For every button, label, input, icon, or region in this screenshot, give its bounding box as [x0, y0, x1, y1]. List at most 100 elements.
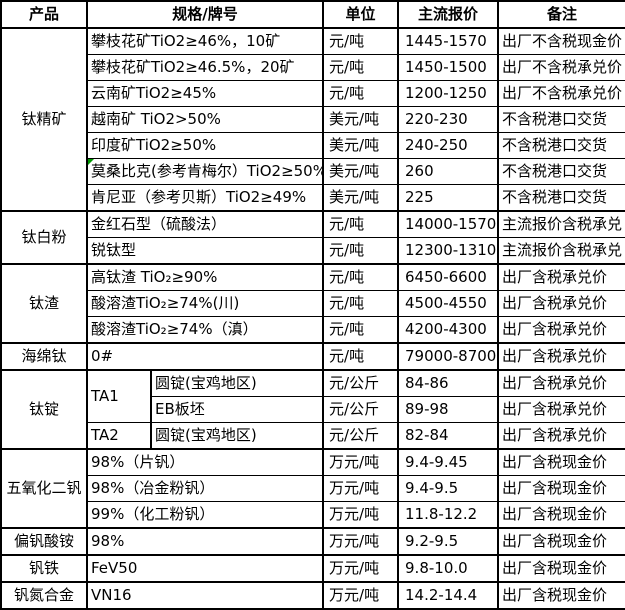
unit-cell[interactable]: 万元/吨 [322, 527, 400, 556]
spec-cell[interactable]: 金红石型（硫酸法） [85, 210, 325, 238]
spec-cell[interactable]: 越南矿 TiO2>50% [85, 106, 325, 133]
spec-cell[interactable]: 酸溶渣TiO₂≥74%(川) [85, 290, 325, 317]
product-cell-wuyanghuaerfan[interactable]: 五氧化二钒 [0, 448, 88, 529]
unit-cell[interactable]: 元/吨 [322, 263, 400, 291]
note-cell[interactable]: 出厂含税现金价 [497, 554, 625, 583]
note-cell[interactable]: 出厂含税现金价 [497, 527, 625, 556]
header-spec[interactable]: 规格/牌号 [85, 0, 325, 29]
note-cell[interactable]: 主流报价含税承兑 [497, 210, 625, 238]
note-cell[interactable]: 不含税港口交货 [497, 106, 625, 133]
spec-cell[interactable]: 印度矿TiO2≥50% [85, 132, 325, 159]
spec-cell[interactable]: 高钛渣 TiO₂≥90% [85, 263, 325, 291]
product-cell-taijingkuang[interactable]: 钛精矿 [0, 27, 88, 212]
note-cell[interactable]: 出厂含税承兑价 [497, 342, 625, 371]
price-cell[interactable]: 9.4-9.5 [397, 475, 500, 502]
unit-cell[interactable]: 万元/吨 [322, 581, 400, 610]
price-cell[interactable]: 220-230 [397, 106, 500, 133]
product-cell-taiding[interactable]: 钛锭 [0, 369, 88, 450]
note-cell[interactable]: 出厂含税现金价 [497, 475, 625, 502]
product-cell-taizha[interactable]: 钛渣 [0, 263, 88, 344]
note-cell[interactable]: 出厂含税承兑价 [497, 369, 625, 397]
spec-cell[interactable]: 98% [85, 527, 325, 556]
price-cell[interactable]: 89-98 [397, 396, 500, 423]
spec-cell[interactable]: 锐钛型 [85, 237, 325, 265]
note-cell[interactable]: 出厂含税现金价 [497, 581, 625, 610]
price-cell[interactable]: 14.2-14.4 [397, 581, 500, 610]
price-cell[interactable]: 9.8-10.0 [397, 554, 500, 583]
price-cell[interactable]: 11.8-12.2 [397, 501, 500, 529]
unit-cell[interactable]: 元/吨 [322, 27, 400, 55]
spec-cell[interactable]: 云南矿TiO2≥45% [85, 80, 325, 107]
note-cell[interactable]: 不含税港口交货 [497, 184, 625, 212]
price-cell[interactable]: 6450-6600 [397, 263, 500, 291]
product-cell-fandanhejin[interactable]: 钒氮合金 [0, 581, 88, 610]
note-cell[interactable]: 不含税港口交货 [497, 132, 625, 159]
price-cell[interactable]: 225 [397, 184, 500, 212]
unit-cell[interactable]: 美元/吨 [322, 184, 400, 212]
header-price[interactable]: 主流报价 [397, 0, 500, 29]
unit-cell[interactable]: 元/吨 [322, 54, 400, 81]
unit-cell[interactable]: 元/公斤 [322, 396, 400, 423]
note-cell[interactable]: 出厂含税现金价 [497, 448, 625, 476]
price-cell[interactable]: 9.2-9.5 [397, 527, 500, 556]
spec-cell[interactable]: 圆锭(宝鸡地区) [149, 422, 325, 450]
note-cell[interactable]: 出厂含税承兑价 [497, 263, 625, 291]
unit-cell[interactable]: 元/吨 [322, 237, 400, 265]
note-cell[interactable]: 出厂不含税承兑价 [497, 54, 625, 81]
spec-cell[interactable]: 99%（化工粉钒） [85, 501, 325, 529]
price-cell[interactable]: 14000-15700 [397, 210, 500, 238]
unit-cell[interactable]: 元/吨 [322, 290, 400, 317]
price-cell[interactable]: 1200-1250 [397, 80, 500, 107]
price-cell[interactable]: 240-250 [397, 132, 500, 159]
note-cell[interactable]: 出厂不含税现金价 [497, 27, 625, 55]
spec-cell[interactable]: 0# [85, 342, 325, 371]
price-cell[interactable]: 12300-13100 [397, 237, 500, 265]
unit-cell[interactable]: 万元/吨 [322, 448, 400, 476]
unit-cell[interactable]: 元/公斤 [322, 422, 400, 450]
spec-cell[interactable]: 酸溶渣TiO₂≥74%（滇） [85, 316, 325, 344]
note-cell[interactable]: 出厂不含税承兑价 [497, 80, 625, 107]
unit-cell[interactable]: 元/吨 [322, 316, 400, 344]
product-cell-taibaifen[interactable]: 钛白粉 [0, 210, 88, 265]
product-cell-pianfansuanan[interactable]: 偏钒酸铵 [0, 527, 88, 556]
unit-cell[interactable]: 元/吨 [322, 342, 400, 371]
price-cell[interactable]: 79000-87000 [397, 342, 500, 371]
unit-cell[interactable]: 元/吨 [322, 80, 400, 107]
unit-cell[interactable]: 元/吨 [322, 210, 400, 238]
spec-cell[interactable]: 98%（冶金粉钒） [85, 475, 325, 502]
grade-cell[interactable]: TA2 [86, 422, 152, 450]
header-note[interactable]: 备注 [497, 0, 625, 29]
spec-cell[interactable]: 攀枝花矿TiO2≥46%，10矿 [85, 27, 325, 55]
price-cell[interactable]: 260 [397, 158, 500, 185]
unit-cell[interactable]: 万元/吨 [322, 554, 400, 583]
spec-cell[interactable]: 98%（片钒） [85, 448, 325, 476]
spec-cell[interactable]: VN16 [85, 581, 325, 610]
price-cell[interactable]: 84-86 [397, 369, 500, 397]
note-cell[interactable]: 不含税港口交货 [497, 158, 625, 185]
unit-cell[interactable]: 万元/吨 [322, 475, 400, 502]
price-cell[interactable]: 4200-4300 [397, 316, 500, 344]
spec-cell[interactable]: 圆锭(宝鸡地区) [149, 369, 325, 397]
header-unit[interactable]: 单位 [322, 0, 400, 29]
unit-cell[interactable]: 美元/吨 [322, 106, 400, 133]
unit-cell[interactable]: 美元/吨 [322, 132, 400, 159]
spec-cell[interactable]: 莫桑比克(参考肯梅尔）TiO2≥50% [85, 158, 325, 185]
note-cell[interactable]: 出厂含税承兑价 [497, 316, 625, 344]
spec-cell[interactable]: 肯尼亚（参考贝斯）TiO2≥49% [85, 184, 325, 212]
grade-cell[interactable]: TA1 [86, 369, 152, 423]
price-cell[interactable]: 1445-1570 [397, 27, 500, 55]
unit-cell[interactable]: 元/公斤 [322, 369, 400, 397]
spec-cell[interactable]: FeV50 [85, 554, 325, 583]
spec-cell[interactable]: 攀枝花矿TiO2≥46.5%，20矿 [85, 54, 325, 81]
spec-cell[interactable]: EB板坯 [149, 396, 325, 423]
price-cell[interactable]: 82-84 [397, 422, 500, 450]
product-cell-haimiantai[interactable]: 海绵钛 [0, 342, 88, 371]
note-cell[interactable]: 出厂含税现金价 [497, 501, 625, 529]
unit-cell[interactable]: 万元/吨 [322, 501, 400, 529]
note-cell[interactable]: 出厂含税承兑价 [497, 290, 625, 317]
note-cell[interactable]: 出厂含税承兑价 [497, 396, 625, 423]
price-cell[interactable]: 9.4-9.45 [397, 448, 500, 476]
header-product[interactable]: 产品 [0, 0, 88, 29]
unit-cell[interactable]: 美元/吨 [322, 158, 400, 185]
note-cell[interactable]: 出厂含税承兑价 [497, 422, 625, 450]
